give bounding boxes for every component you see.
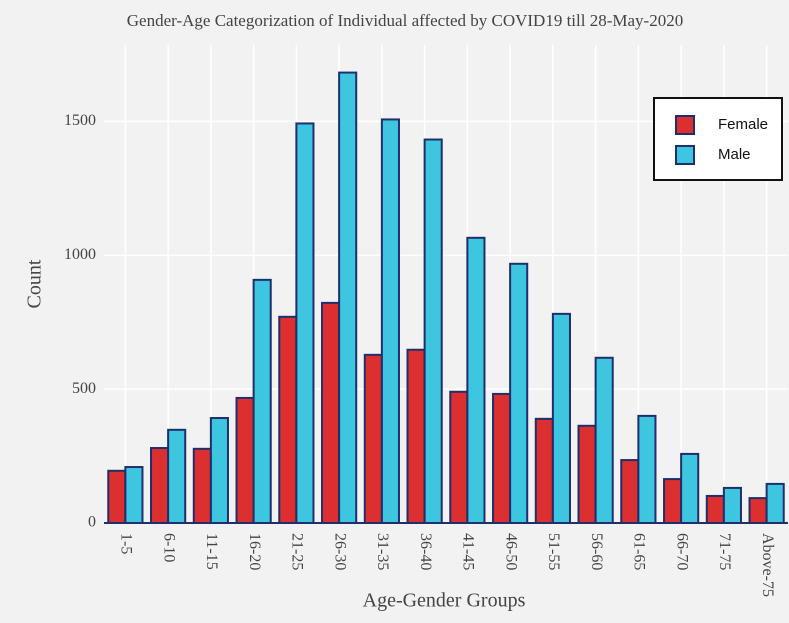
bar: [577, 424, 597, 524]
bar: [278, 315, 298, 524]
bar: [150, 447, 170, 525]
legend-label: Female: [718, 116, 768, 133]
x-tick-label: 41-45: [460, 533, 477, 570]
bar: [107, 469, 127, 525]
bar: [551, 312, 571, 525]
legend-swatch: [675, 145, 695, 165]
x-tick-label: 21-25: [289, 533, 306, 570]
bar: [192, 447, 212, 524]
x-tick-label: 11-15: [203, 533, 220, 570]
y-tick-label: 0: [88, 514, 96, 531]
bar: [209, 417, 229, 525]
y-tick-label: 1500: [64, 112, 96, 129]
bar: [466, 236, 486, 524]
bar: [663, 478, 683, 525]
x-tick-label: 56-60: [588, 533, 605, 570]
x-tick-label: 26-30: [331, 533, 348, 570]
bar: [124, 466, 144, 525]
bar: [321, 301, 341, 524]
x-tick-label: 6-10: [160, 533, 177, 562]
x-tick-label: 51-55: [545, 533, 562, 570]
bar: [637, 414, 657, 525]
bar: [620, 459, 640, 525]
x-tick-label: 36-40: [417, 533, 434, 570]
y-tick-label: 500: [72, 380, 96, 397]
bar: [252, 278, 272, 524]
bar: [167, 428, 187, 525]
x-tick-label: 61-65: [631, 533, 648, 570]
legend-swatch: [675, 115, 695, 135]
x-tick-label: 16-20: [246, 533, 263, 570]
bar: [748, 497, 768, 524]
bar: [338, 71, 358, 525]
bar: [765, 482, 785, 524]
bar: [680, 452, 700, 524]
x-axis-title: Age-Gender Groups: [363, 590, 526, 612]
bar: [534, 417, 554, 524]
y-tick-label: 1000: [64, 246, 96, 263]
x-tick-label: 66-70: [673, 533, 690, 570]
y-axis-title: Count: [24, 259, 46, 308]
legend-label: Male: [718, 146, 751, 163]
bar: [235, 396, 255, 524]
x-tick-label: 46-50: [502, 533, 519, 570]
bar: [363, 353, 383, 524]
bar: [705, 494, 725, 524]
x-tick-label: 1-5: [118, 533, 135, 554]
bar: [406, 348, 426, 524]
legend-box: [653, 97, 783, 181]
bar: [492, 392, 512, 524]
bar: [423, 138, 443, 525]
bar: [449, 390, 469, 524]
x-tick-label: 31-35: [374, 533, 391, 570]
bar: [380, 118, 400, 524]
bar: [594, 356, 614, 525]
bar: [722, 486, 742, 525]
bar: [509, 262, 529, 524]
x-tick-label: Above-75: [759, 533, 776, 597]
x-tick-label: 71-75: [716, 533, 733, 570]
bar: [295, 122, 315, 524]
chart-title: Gender-Age Categorization of Individual …: [127, 11, 683, 30]
